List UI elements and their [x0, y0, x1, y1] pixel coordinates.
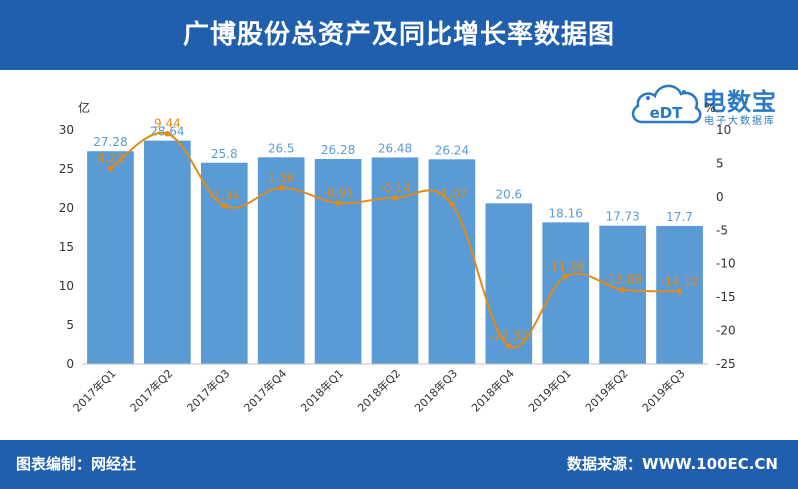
growth-rate-point	[221, 203, 228, 209]
bar-1	[87, 151, 134, 364]
line-value-label: 1.36	[268, 171, 295, 185]
category-label: 2018年Q1	[298, 366, 347, 415]
logo-brand: 电数宝	[702, 88, 777, 116]
right-tick-label: 5	[716, 156, 724, 170]
bar-8	[485, 203, 533, 364]
category-label: 2017年Q4	[241, 366, 290, 415]
left-tick-label: 5	[66, 318, 74, 332]
right-axis-unit: %	[704, 101, 715, 115]
category-label: 2017年Q1	[70, 366, 119, 415]
line-value-label: 9.44	[154, 117, 181, 131]
growth-rate-point	[392, 194, 398, 201]
left-tick-label: 20	[59, 201, 74, 215]
growth-rate-point	[676, 288, 683, 295]
line-value-label: -0.91	[323, 186, 354, 200]
right-tick-label: -10	[716, 257, 736, 271]
category-label: 2019年Q3	[639, 366, 688, 415]
bar-value-label: 26.5	[268, 141, 295, 155]
right-tick-label: 0	[716, 190, 724, 204]
left-tick-label: 10	[59, 279, 74, 293]
bar-value-label: 17.7	[666, 210, 693, 224]
bar-10	[599, 225, 646, 364]
growth-rate-point	[335, 200, 341, 206]
cloud-logo-icon: eDT	[631, 84, 702, 124]
growth-rate-point	[107, 165, 114, 172]
growth-rate-point	[506, 343, 512, 349]
left-axis-unit: 亿	[78, 100, 90, 115]
category-label: 2019年Q2	[582, 366, 631, 415]
growth-rate-point	[449, 201, 455, 207]
bar-9	[542, 222, 590, 364]
category-label: 2017年Q3	[184, 366, 233, 415]
bar-value-label: 26.24	[435, 143, 469, 157]
bar-value-label: 27.28	[93, 135, 127, 149]
bar-2	[144, 140, 191, 364]
growth-rate-point	[164, 130, 171, 137]
logo-cloud-text: eDT	[650, 104, 684, 122]
line-value-label: -13.89	[603, 273, 642, 287]
bar-6	[371, 157, 419, 364]
category-label: 2019年Q1	[525, 366, 574, 415]
page-title: 广博股份总资产及同比增长率数据图	[182, 20, 615, 50]
growth-rate-point	[619, 286, 626, 293]
category-label: 2018年Q3	[411, 366, 460, 415]
right-tick-label: -15	[716, 290, 736, 304]
line-value-label: 4.23	[97, 152, 124, 166]
left-tick-label: 15	[59, 240, 74, 254]
right-tick-label: -20	[716, 324, 736, 338]
line-value-label: -11.88	[546, 259, 585, 273]
line-value-label: -14.12	[660, 274, 699, 288]
bar-value-label: 26.48	[378, 141, 412, 155]
bar-value-label: 18.16	[549, 206, 583, 220]
bar-value-label: 20.6	[495, 187, 522, 201]
data-source: 数据来源：WWW.100EC.CN	[567, 455, 778, 473]
bar-value-label: 17.73	[605, 210, 639, 224]
combo-chart: 亿%051015202530-25-20-15-10-5051027.2828.…	[59, 100, 736, 415]
growth-rate-line	[109, 131, 680, 349]
bar-11	[656, 225, 703, 364]
line-value-label: -0.14	[379, 181, 410, 195]
right-tick-label: -5	[716, 223, 728, 237]
right-tick-label: 10	[716, 123, 731, 137]
growth-rate-point	[562, 273, 569, 280]
logo-subtitle: 电子大数据库	[704, 116, 776, 127]
bar-7	[428, 159, 476, 364]
logo: eDT 电数宝 电子大数据库	[628, 76, 793, 134]
footer-banner: 图表编制：网经社 数据来源：WWW.100EC.CN	[0, 440, 798, 489]
line-value-label: -1.07	[436, 187, 467, 201]
category-label: 2018年Q2	[355, 366, 404, 415]
bar-5	[314, 159, 362, 364]
left-tick-label: 0	[66, 357, 74, 371]
chart-credit: 图表编制：网经社	[16, 455, 137, 473]
header-banner: 广博股份总资产及同比增长率数据图	[0, 0, 798, 70]
category-label: 2017年Q2	[127, 366, 176, 415]
left-tick-label: 25	[59, 162, 74, 176]
category-label: 2018年Q4	[468, 366, 517, 415]
left-tick-label: 30	[59, 123, 74, 137]
bar-3	[200, 162, 248, 364]
right-tick-label: -25	[716, 357, 736, 371]
bar-value-label: 25.8	[211, 147, 238, 161]
growth-rate-point	[278, 184, 284, 191]
line-value-label: -22.32	[489, 329, 528, 343]
bar-value-label: 26.28	[321, 143, 355, 157]
line-value-label: -1.34	[209, 189, 240, 203]
